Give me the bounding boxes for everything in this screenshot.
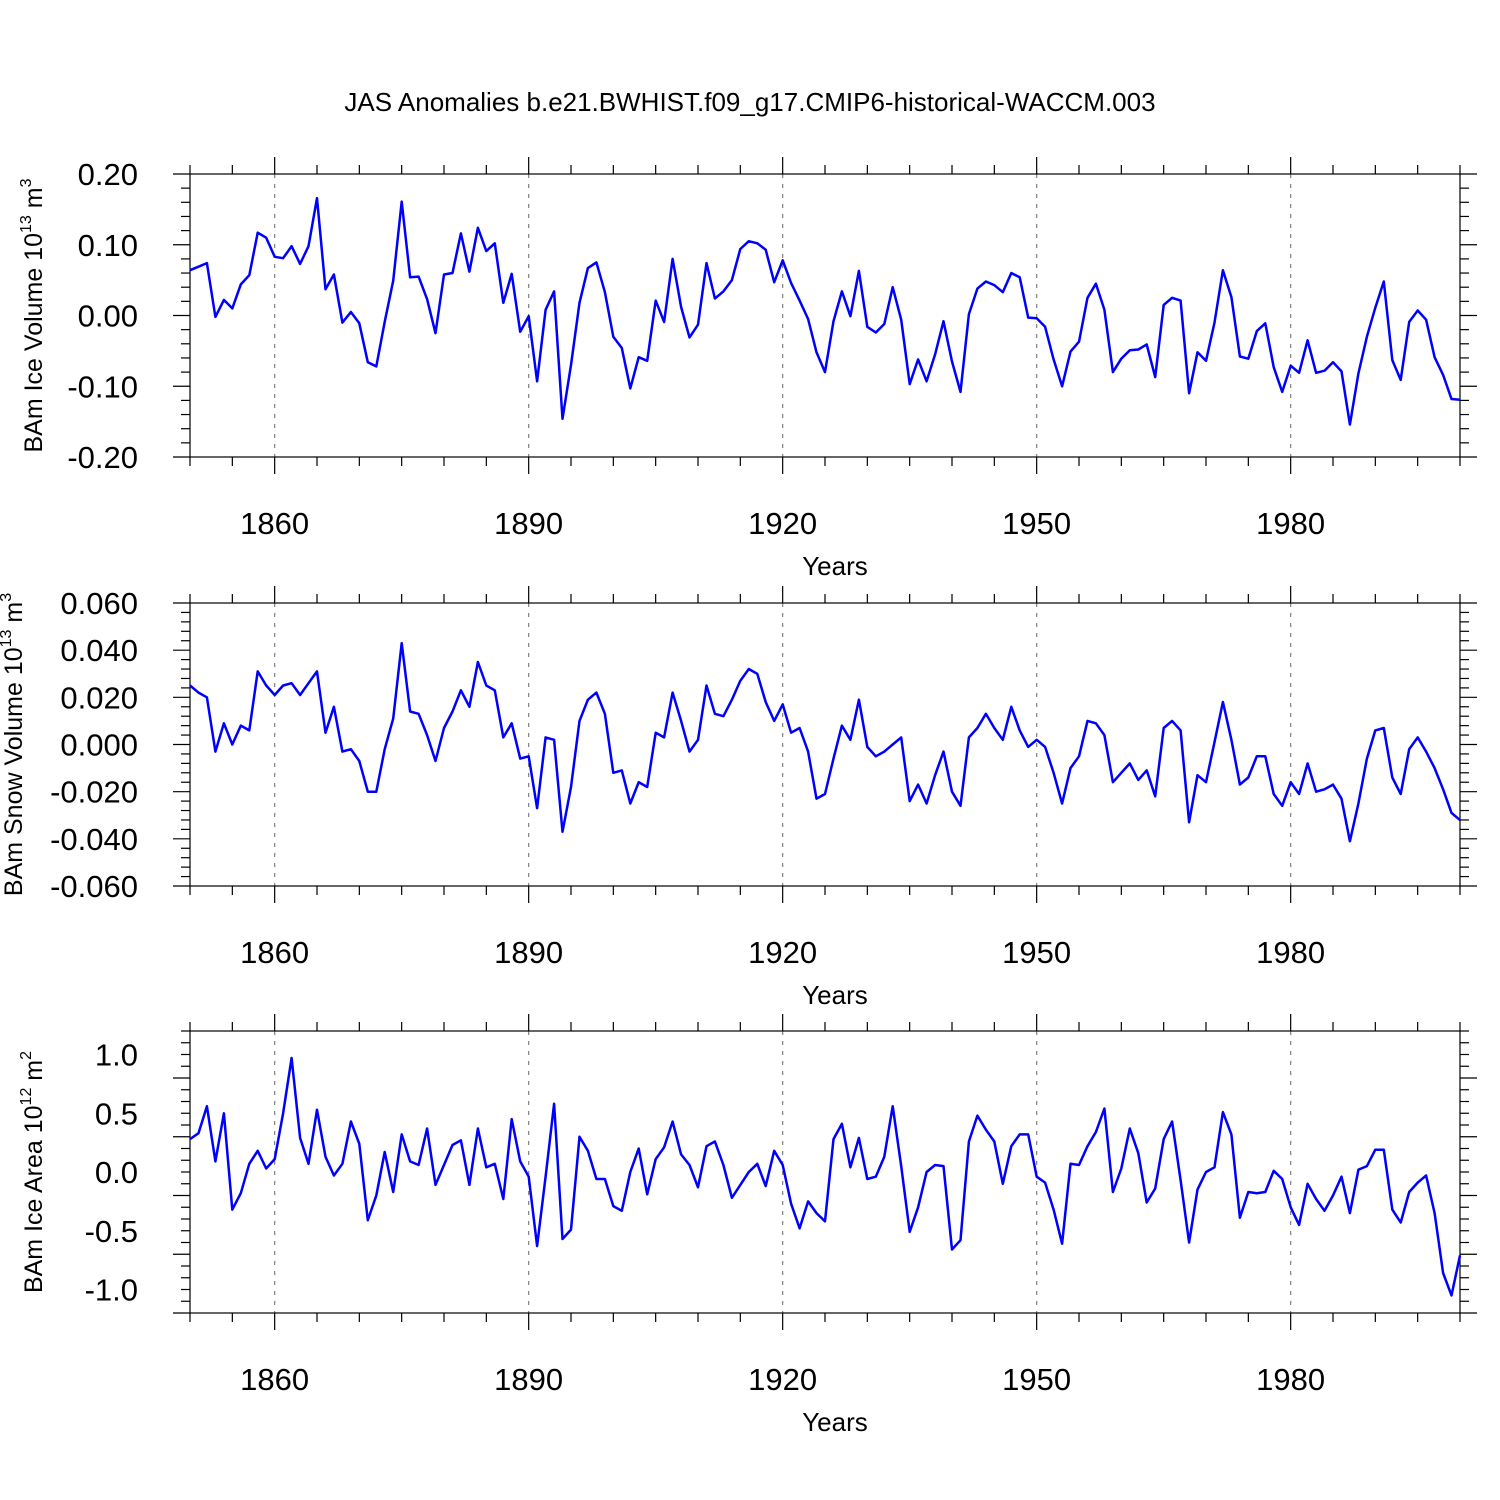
y-tick-label: 0.060 <box>60 586 138 621</box>
y-tick-label: -0.10 <box>67 369 138 404</box>
panel-1: 1860 1890 1920 1950 1980 0.20 0.10 0.00 -0.10 -0.… <box>18 157 1477 581</box>
x-tick-label: 1890 <box>494 935 563 970</box>
x-tick-label: 1890 <box>494 506 563 541</box>
y-tick-label: 1.0 <box>95 1038 138 1073</box>
series-line-3 <box>189 1056 1462 1297</box>
y-tick-label: 0.20 <box>78 157 138 192</box>
plot-frame <box>189 173 1461 458</box>
series-points <box>190 643 1460 841</box>
x-axis-label: Years <box>802 980 868 1010</box>
x-tick-label: 1980 <box>1256 935 1325 970</box>
y-axis-label: BAm Ice Area 1012 m2 <box>18 1051 48 1293</box>
y-tick-label: 0.040 <box>60 633 138 668</box>
x-tick-label: 1980 <box>1256 1362 1325 1397</box>
x-tick-label: 1950 <box>1002 506 1071 541</box>
x-tick-label: 1890 <box>494 1362 563 1397</box>
y-tick-label: 0.10 <box>78 228 138 263</box>
x-tick-label: 1860 <box>240 1362 309 1397</box>
x-tick-label: 1920 <box>748 935 817 970</box>
x-tick-label: 1950 <box>1002 1362 1071 1397</box>
x-tick-label: 1920 <box>748 506 817 541</box>
y-tick-label: 0.020 <box>60 680 138 715</box>
x-tick-label: 1920 <box>748 1362 817 1397</box>
y-tick-label: -0.5 <box>85 1214 138 1249</box>
y-tick-label: -0.040 <box>50 822 138 857</box>
x-tick-label: 1980 <box>1256 506 1325 541</box>
y-tick-label: 0.00 <box>78 299 138 334</box>
y-axis-label: BAm Ice Volume 1013 m3 <box>18 178 48 452</box>
chart-title: JAS Anomalies b.e21.BWHIST.f09_g17.CMIP6… <box>344 87 1155 117</box>
series-line-2 <box>189 641 1461 843</box>
panel-2: 1860 1890 1920 1950 1980 0.060 0.040 0.020 0.000… <box>0 586 1477 1010</box>
y-tick-label: 0.0 <box>95 1155 138 1190</box>
y-tick-label: -0.060 <box>50 869 138 904</box>
x-axis-label: Years <box>802 1407 868 1437</box>
y-tick-label: -0.20 <box>67 440 138 475</box>
y-axis-label: BAm Snow Volume 1013 m3 <box>0 593 28 896</box>
y-tick-label: 0.000 <box>60 728 138 763</box>
x-tick-label: 1950 <box>1002 935 1071 970</box>
y-tick-label: -0.020 <box>50 775 138 810</box>
series-points <box>190 198 1460 425</box>
y-tick-label: 0.5 <box>95 1096 138 1131</box>
panel-3: 1860 1890 1920 1950 1980 1.0 0.5 0.0 -0.5 -1.0 Yea… <box>18 1014 1477 1437</box>
plot-frame <box>189 602 1461 887</box>
x-axis-label: Years <box>802 551 868 581</box>
series-line-1 <box>189 196 1461 426</box>
x-tick-label: 1860 <box>240 506 309 541</box>
y-tick-label: -1.0 <box>85 1273 138 1308</box>
x-tick-label: 1860 <box>240 935 309 970</box>
